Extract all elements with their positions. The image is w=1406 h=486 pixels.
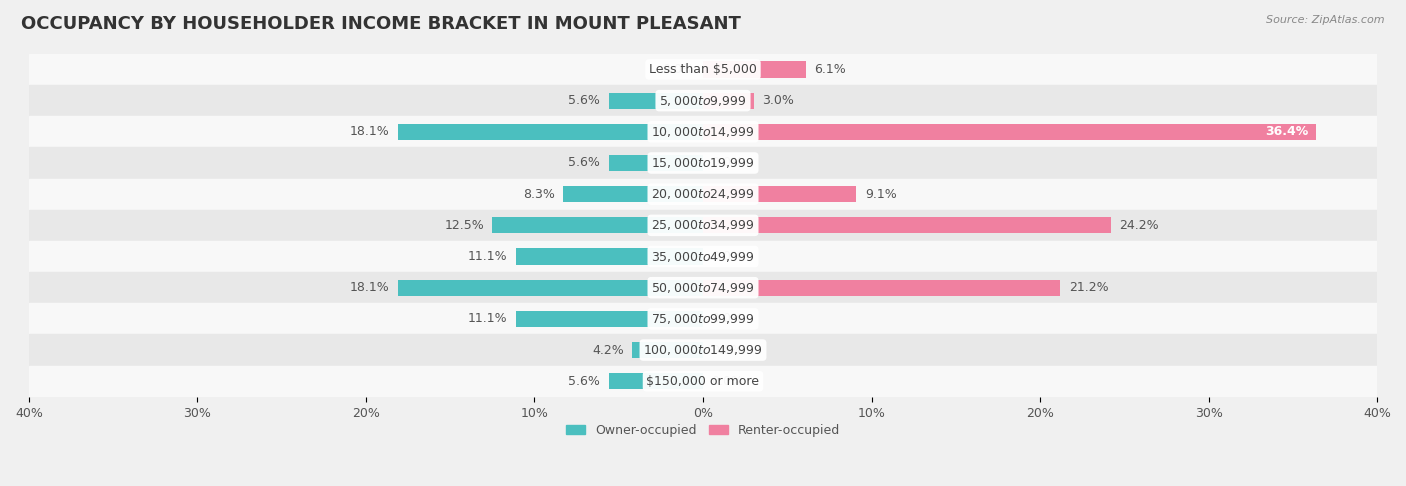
Text: Source: ZipAtlas.com: Source: ZipAtlas.com: [1267, 15, 1385, 25]
Bar: [703, 124, 1316, 140]
Text: 21.2%: 21.2%: [1069, 281, 1108, 294]
Text: $25,000 to $34,999: $25,000 to $34,999: [651, 218, 755, 232]
Text: 5.6%: 5.6%: [568, 375, 600, 388]
Text: 6.1%: 6.1%: [814, 63, 846, 76]
Bar: [30, 272, 1376, 303]
Text: 0.0%: 0.0%: [711, 375, 744, 388]
Text: 11.1%: 11.1%: [468, 312, 508, 325]
Text: $75,000 to $99,999: $75,000 to $99,999: [651, 312, 755, 326]
Text: 5.6%: 5.6%: [568, 94, 600, 107]
Text: 0.0%: 0.0%: [711, 312, 744, 325]
Text: 18.1%: 18.1%: [350, 125, 389, 139]
Bar: [516, 248, 703, 265]
Text: $20,000 to $24,999: $20,000 to $24,999: [651, 187, 755, 201]
Text: 36.4%: 36.4%: [1265, 125, 1308, 139]
Bar: [492, 217, 703, 233]
Bar: [609, 373, 703, 389]
Text: OCCUPANCY BY HOUSEHOLDER INCOME BRACKET IN MOUNT PLEASANT: OCCUPANCY BY HOUSEHOLDER INCOME BRACKET …: [21, 15, 741, 33]
Text: 0.0%: 0.0%: [711, 156, 744, 170]
Bar: [398, 279, 703, 296]
Text: 12.5%: 12.5%: [444, 219, 484, 232]
Text: 5.6%: 5.6%: [568, 156, 600, 170]
Text: $5,000 to $9,999: $5,000 to $9,999: [659, 94, 747, 107]
Bar: [609, 155, 703, 171]
Text: $15,000 to $19,999: $15,000 to $19,999: [651, 156, 755, 170]
Text: 8.3%: 8.3%: [523, 188, 555, 201]
Text: $10,000 to $14,999: $10,000 to $14,999: [651, 125, 755, 139]
Bar: [703, 217, 1111, 233]
Bar: [30, 241, 1376, 272]
Bar: [564, 186, 703, 202]
Bar: [703, 186, 856, 202]
Bar: [703, 279, 1060, 296]
Bar: [30, 334, 1376, 365]
Bar: [633, 342, 703, 358]
Bar: [30, 303, 1376, 334]
Text: 0.0%: 0.0%: [711, 344, 744, 357]
Bar: [609, 92, 703, 109]
Bar: [398, 124, 703, 140]
Text: 0.0%: 0.0%: [711, 250, 744, 263]
Text: 0.0%: 0.0%: [662, 63, 695, 76]
Bar: [516, 311, 703, 327]
Text: $50,000 to $74,999: $50,000 to $74,999: [651, 281, 755, 295]
Text: 9.1%: 9.1%: [865, 188, 897, 201]
Bar: [30, 147, 1376, 178]
Text: $150,000 or more: $150,000 or more: [647, 375, 759, 388]
Legend: Owner-occupied, Renter-occupied: Owner-occupied, Renter-occupied: [561, 419, 845, 442]
Text: $100,000 to $149,999: $100,000 to $149,999: [644, 343, 762, 357]
Text: 18.1%: 18.1%: [350, 281, 389, 294]
Bar: [703, 61, 806, 78]
Bar: [30, 54, 1376, 85]
Text: 3.0%: 3.0%: [762, 94, 794, 107]
Text: 4.2%: 4.2%: [592, 344, 624, 357]
Bar: [30, 116, 1376, 147]
Bar: [30, 85, 1376, 116]
Bar: [30, 365, 1376, 397]
Text: Less than $5,000: Less than $5,000: [650, 63, 756, 76]
Bar: [30, 210, 1376, 241]
Bar: [703, 92, 754, 109]
Text: $35,000 to $49,999: $35,000 to $49,999: [651, 249, 755, 263]
Text: 11.1%: 11.1%: [468, 250, 508, 263]
Text: 24.2%: 24.2%: [1119, 219, 1159, 232]
Bar: [30, 178, 1376, 210]
